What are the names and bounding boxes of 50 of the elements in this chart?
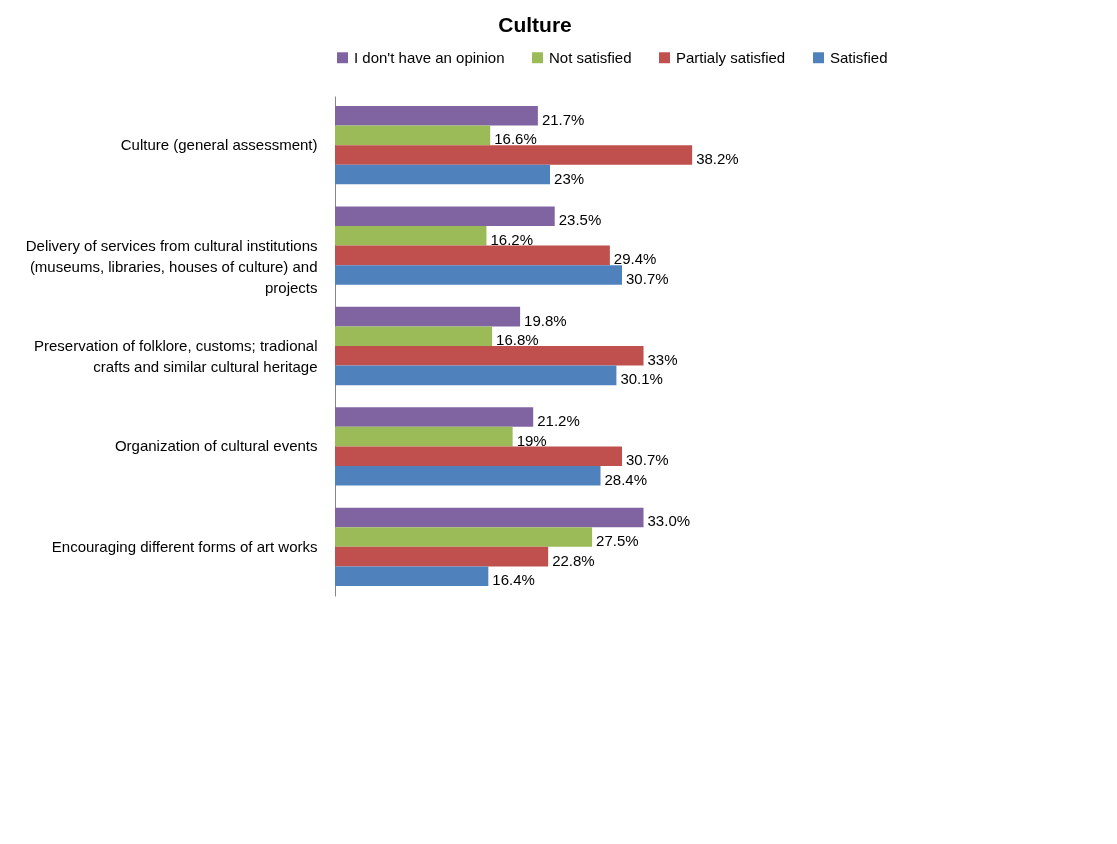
bar [335,346,644,366]
bar [335,465,601,486]
bar [335,365,617,386]
bar [335,245,610,266]
y-tick-label: Delivery of services from cultural institutions (museums, libraries, houses of culture) and projects [25,236,318,296]
legend-label: Satisfied [830,48,888,66]
data-label: 19.8% [524,311,567,329]
bar [335,507,644,528]
legend-label: Partialy satisfied [676,48,786,66]
bar [335,164,551,185]
data-label: 23.5% [558,211,602,229]
bar [335,566,489,586]
legend-label: Not satisfied [549,48,632,66]
data-label: 21.2% [537,412,580,430]
bar [335,206,555,227]
legend-label: I don't have an opinion [354,48,505,66]
bar [335,546,549,567]
data-label: 29.4% [613,250,657,268]
y-tick-label: Encouraging different forms of art works [51,537,318,555]
bar [335,446,623,466]
data-label: 38.2% [696,149,739,167]
data-label: 16.4% [492,571,535,589]
chart-title: Culture [498,13,572,36]
data-label: 27.5% [596,532,639,550]
data-label: 16.8% [496,331,539,349]
data-label: 30.7% [626,451,669,469]
data-label: 33% [647,350,678,368]
bar [335,306,521,327]
y-tick-label: Organization of cultural events [114,437,318,455]
bar [335,226,487,246]
bar [335,326,493,346]
bar [335,145,693,165]
data-label: 28.4% [604,470,648,488]
data-label: 23% [554,169,585,187]
bar [335,407,534,427]
bar [335,265,623,285]
data-label: 21.7% [541,110,585,128]
data-label: 19% [516,431,547,449]
y-tick-label: Preservation of folklore, customs; tradional crafts and similar cultural heritage [34,337,318,375]
data-label: 16.6% [494,130,537,148]
y-tick-label: Culture (general assessment) [120,136,318,154]
bar [335,106,538,126]
bar [335,125,491,146]
data-label: 16.2% [490,230,534,248]
data-label: 33.0% [647,512,691,530]
bar [335,527,593,547]
data-label: 22.8% [552,551,595,569]
data-label: 30.7% [626,269,669,287]
bar [335,426,513,447]
data-label: 30.1% [620,370,663,388]
